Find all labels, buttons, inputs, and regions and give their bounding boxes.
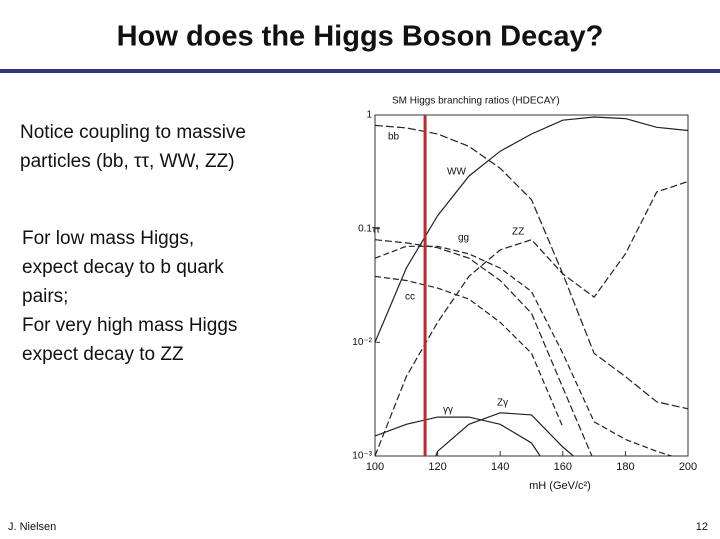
- body-text: particles (bb, ττ, WW, ZZ): [20, 151, 235, 172]
- x-tick-label: 120: [428, 461, 446, 473]
- series-line: [375, 275, 564, 428]
- footer-author: J. Nielsen: [8, 521, 56, 533]
- y-tick-label: 10⁻³: [352, 451, 372, 462]
- series-line: [375, 416, 541, 456]
- series-line: [375, 116, 688, 343]
- series-label: ττ: [372, 225, 380, 236]
- series-label: γγ: [443, 405, 453, 416]
- y-tick-label: 1: [366, 110, 372, 121]
- body-text: Notice coupling to massive: [20, 122, 246, 143]
- slide-title: How does the Higgs Boson Decay?: [117, 21, 604, 53]
- series-line: [435, 412, 575, 456]
- x-tick-label: 100: [366, 461, 384, 473]
- series-label: cc: [405, 292, 415, 303]
- chart-title: SM Higgs branching ratios (HDECAY): [392, 96, 560, 107]
- series-label: ZZ: [512, 227, 524, 238]
- x-tick-label: 180: [616, 461, 634, 473]
- series-label: Zγ: [497, 398, 508, 409]
- y-tick-label: 10⁻²: [352, 337, 372, 348]
- body-text: For low mass Higgs,: [22, 228, 194, 249]
- body-text: expect decay to ZZ: [22, 344, 184, 365]
- x-tick-label: 160: [554, 461, 572, 473]
- x-axis-label: mH (GeV/c²): [529, 480, 591, 492]
- body-text: expect decay to b quark: [22, 257, 224, 278]
- series-line: [375, 239, 593, 456]
- body-text: For very high mass Higgs: [22, 315, 237, 336]
- page-number: 12: [696, 521, 708, 533]
- y-tick-label: 0.1: [358, 223, 372, 234]
- series-label: gg: [458, 233, 469, 244]
- series-label: WW: [447, 167, 466, 178]
- plot-area: [375, 116, 688, 456]
- title-rule: [0, 69, 720, 73]
- series-label: bb: [388, 132, 400, 143]
- x-tick-label: 140: [491, 461, 509, 473]
- series-line: [375, 245, 674, 456]
- body-text: pairs;: [22, 286, 68, 307]
- plot-frame: [374, 114, 689, 457]
- series-line: [375, 124, 688, 410]
- x-tick-label: 200: [679, 461, 697, 473]
